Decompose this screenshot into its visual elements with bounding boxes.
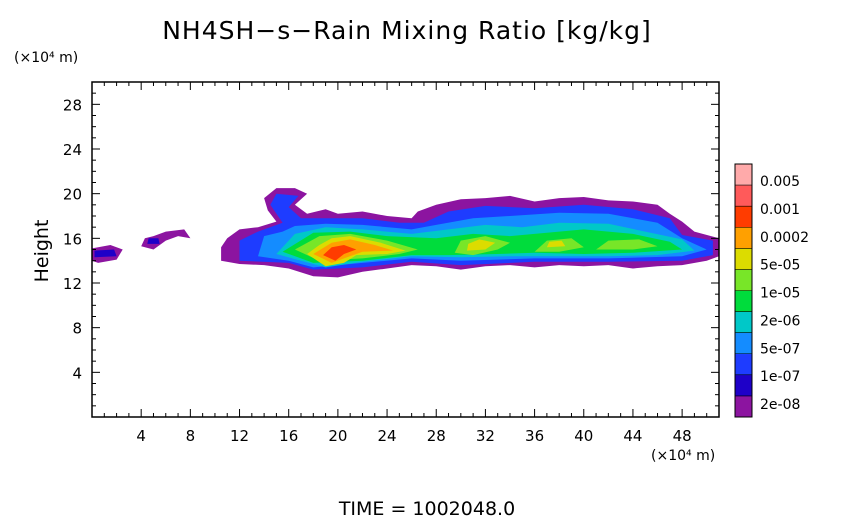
x-tick-label: 36 xyxy=(525,427,544,445)
y-tick-label: 4 xyxy=(72,364,82,382)
colorbar-swatch xyxy=(735,185,752,207)
contour-region-15 xyxy=(546,240,566,248)
colorbar-label: 2e-06 xyxy=(760,313,800,329)
y-tick-label: 8 xyxy=(72,320,82,338)
contour-region-3 xyxy=(147,238,160,244)
colorbar-swatch xyxy=(735,227,752,249)
x-tick-label: 12 xyxy=(230,427,249,445)
y-tick-label: 20 xyxy=(63,186,82,204)
y-axis-unit: (×10⁴ m) xyxy=(14,50,78,66)
field-plot xyxy=(92,188,719,278)
colorbar-label: 5e-05 xyxy=(760,258,800,274)
colorbar-swatch xyxy=(735,206,752,228)
contour-region-1 xyxy=(94,249,117,258)
colorbar-swatch xyxy=(735,374,752,397)
colorbar-swatch xyxy=(735,332,752,355)
x-tick-label: 8 xyxy=(186,427,196,445)
chart-title: NH4SH−s−Rain Mixing Ratio [kg/kg] xyxy=(162,16,652,45)
colorbar-swatch xyxy=(735,311,752,333)
y-axis-label: Height xyxy=(31,220,53,283)
contour-region-17 xyxy=(323,245,357,261)
colorbar-swatch xyxy=(735,290,752,312)
colorbar-swatch xyxy=(735,353,752,376)
colorbar-swatch xyxy=(735,269,752,291)
x-axis-unit: (×10⁴ m) xyxy=(651,448,715,464)
y-tick-label: 28 xyxy=(63,96,82,114)
x-tick-label: 20 xyxy=(328,427,347,445)
colorbar-swatch xyxy=(735,248,752,270)
contour-region-2 xyxy=(141,229,191,250)
colorbar-label: 1e-07 xyxy=(760,369,800,385)
colorbar-label: 2e-08 xyxy=(760,397,800,413)
colorbar-label: 0.0002 xyxy=(760,230,809,246)
colorbar-label: 0.005 xyxy=(760,174,800,190)
contour-region-12 xyxy=(596,239,658,250)
colorbar: 0.005 0.001 0.0002 5e-05 1e-05 2e-06 5e-07 1e-0… xyxy=(734,163,809,418)
x-tick-label: 40 xyxy=(574,427,593,445)
x-tick-label: 28 xyxy=(427,427,446,445)
colorbar-swatch xyxy=(735,395,752,418)
x-tick-label: 24 xyxy=(378,427,397,445)
x-tick-label: 48 xyxy=(673,427,692,445)
colorbar-swatch xyxy=(735,164,752,186)
x-tick-label: 44 xyxy=(623,427,642,445)
colorbar-label: 5e-07 xyxy=(760,341,800,357)
y-tick-label: 16 xyxy=(63,230,82,248)
x-tick-label: 32 xyxy=(476,427,495,445)
x-tick-label: 16 xyxy=(279,427,298,445)
y-tick-label: 12 xyxy=(63,275,82,293)
colorbar-label: 0.001 xyxy=(760,202,800,218)
colorbar-label: 1e-05 xyxy=(760,286,800,302)
y-tick-label: 24 xyxy=(63,141,82,159)
x-tick-label: 4 xyxy=(136,427,146,445)
time-label: TIME = 1002048.0 xyxy=(338,498,515,519)
contour-region-14 xyxy=(467,239,496,251)
